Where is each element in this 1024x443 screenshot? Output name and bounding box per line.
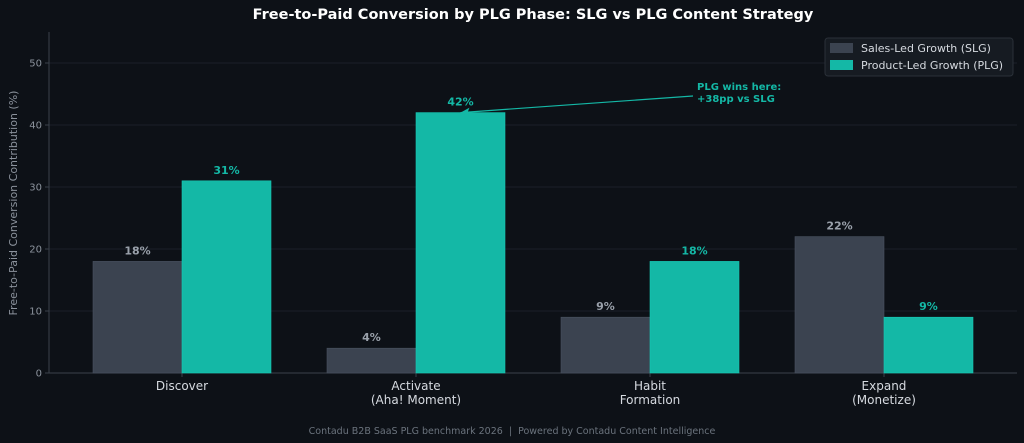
bar-slg <box>92 261 183 374</box>
bar-slg <box>794 236 885 374</box>
bar-slg <box>560 316 651 374</box>
chart-footer: Contadu B2B SaaS PLG benchmark 2026 | Po… <box>309 426 716 437</box>
legend-swatch-plg <box>830 60 853 70</box>
x-tick-label: Activate (Aha! Moment) <box>371 379 461 407</box>
legend-swatch-slg <box>830 43 853 53</box>
y-axis-label: Free-to-Paid Conversion Contribution (%) <box>7 91 20 316</box>
data-label-slg: 18% <box>124 244 150 257</box>
x-tick-label-line: Discover <box>156 379 208 393</box>
data-label-plg: 9% <box>919 300 938 313</box>
annotation-layer: PLG wins here: +38pp vs SLG <box>460 82 781 117</box>
bar-plg <box>181 180 272 374</box>
legend-label-plg: Product-Led Growth (PLG) <box>861 59 1003 72</box>
bar-layer <box>92 112 974 374</box>
y-tick-label: 40 <box>29 121 42 132</box>
bar-plg <box>883 316 974 374</box>
data-label-plg: 42% <box>447 96 473 109</box>
y-tick-label: 0 <box>36 369 42 380</box>
x-tick-label-line: (Monetize) <box>852 393 916 407</box>
annotation-text-line: PLG wins here: <box>697 82 781 93</box>
x-tick-label-line: (Aha! Moment) <box>371 393 461 407</box>
bar-plg <box>649 261 740 374</box>
annotation-arrow-line <box>460 95 694 114</box>
x-tick-label-line: Expand <box>862 379 907 393</box>
legend-label-slg: Sales-Led Growth (SLG) <box>861 42 991 55</box>
data-label-plg: 18% <box>681 244 707 257</box>
data-label-slg: 4% <box>362 331 381 344</box>
legend: Sales-Led Growth (SLG) Product-Led Growth… <box>824 37 1014 77</box>
bar-plg <box>415 112 506 374</box>
y-tick-label: 20 <box>29 245 42 256</box>
data-label-slg: 22% <box>826 220 852 233</box>
annotation-arrow-head <box>460 107 470 117</box>
y-tick-label: 50 <box>29 59 42 70</box>
y-tick-label: 10 <box>29 307 42 318</box>
x-tick-label: Discover <box>156 379 208 393</box>
axis-layer: 0 10 20 30 40 50 Discover Activate (Aha! Moment)… <box>29 32 1017 407</box>
data-label-slg: 9% <box>596 300 615 313</box>
x-tick-label: Expand (Monetize) <box>852 379 916 407</box>
legend-box <box>824 37 1014 77</box>
chart-title: Free-to-Paid Conversion by PLG Phase: SL… <box>253 7 814 23</box>
x-tick-label: Habit Formation <box>620 379 681 407</box>
annotation-text-line: +38pp vs SLG <box>697 94 775 105</box>
x-tick-label-line: Formation <box>620 393 681 407</box>
bar-slg <box>326 347 417 374</box>
data-label-plg: 31% <box>213 164 239 177</box>
y-tick-label: 30 <box>29 183 42 194</box>
label-layer: 18% 4% 9% 22% 31% 42% 18% 9% <box>124 96 938 345</box>
x-tick-label-line: Habit <box>634 379 666 393</box>
x-tick-label-line: Activate <box>391 379 440 393</box>
annotation-text: PLG wins here: +38pp vs SLG <box>697 82 781 105</box>
